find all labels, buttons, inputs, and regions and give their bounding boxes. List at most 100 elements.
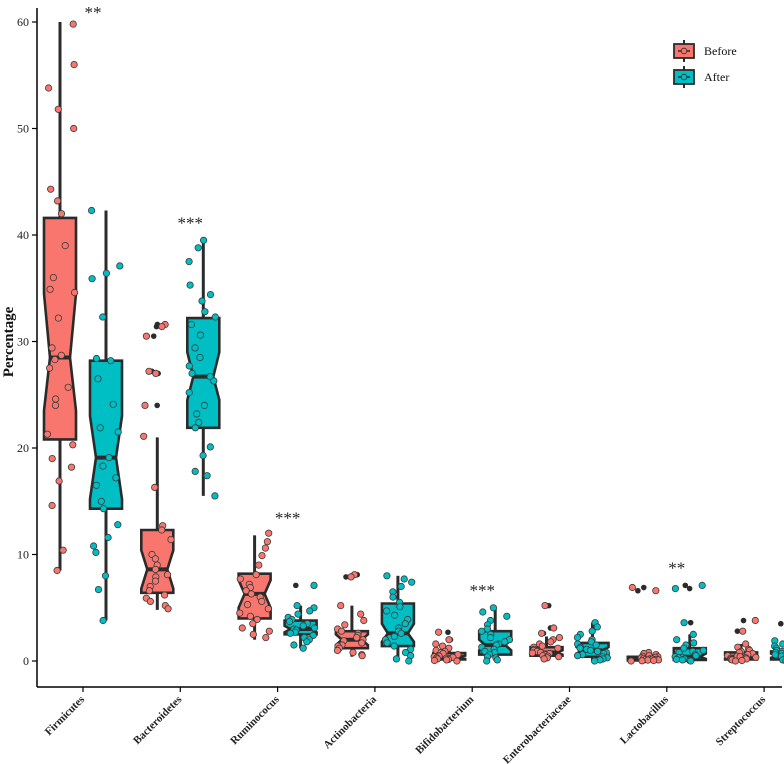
data-point <box>390 611 399 619</box>
data-point <box>358 639 366 647</box>
data-point <box>687 657 695 665</box>
x-tick-label: Firmicutes <box>43 693 88 738</box>
data-point <box>99 505 108 513</box>
data-point <box>249 620 257 628</box>
data-point <box>628 583 637 592</box>
data-point <box>445 636 453 644</box>
data-point <box>353 633 361 642</box>
data-point <box>383 572 391 580</box>
data-point <box>242 587 250 595</box>
legend-key-point <box>680 47 688 55</box>
data-point <box>586 646 595 655</box>
data-point <box>401 620 409 628</box>
y-axis-label: Percentage <box>1 306 17 377</box>
data-point <box>206 443 214 451</box>
axes-layer: Percentage <box>1 8 782 688</box>
data-point <box>483 657 491 665</box>
data-point <box>392 655 400 663</box>
x-tick-label: Bifidobacterium <box>413 694 476 757</box>
data-point <box>294 610 302 618</box>
y-tick-label: 40 <box>17 228 29 242</box>
data-point <box>400 575 408 583</box>
data-point <box>555 653 563 661</box>
data-point <box>167 535 175 544</box>
data-point <box>109 400 117 408</box>
data-point <box>61 242 69 250</box>
x-tick-label: Enterobacteriaceae <box>501 694 574 764</box>
data-point <box>731 657 740 665</box>
data-point <box>699 646 707 655</box>
data-point <box>187 320 195 329</box>
legend: Before After <box>673 40 737 88</box>
data-point <box>53 566 61 575</box>
outlier-point <box>635 587 641 594</box>
data-point <box>638 657 646 665</box>
data-point <box>430 656 439 665</box>
data-point <box>194 244 202 252</box>
data-point <box>500 638 509 646</box>
data-point <box>238 624 246 632</box>
data-point <box>593 623 601 631</box>
data-point <box>306 607 314 615</box>
data-point <box>105 453 113 462</box>
data-point <box>264 605 272 613</box>
box-before <box>42 216 78 441</box>
data-point <box>199 451 207 460</box>
data-point <box>198 297 206 305</box>
data-point <box>405 657 413 665</box>
data-point <box>434 628 443 636</box>
data-point <box>151 577 160 585</box>
data-point <box>186 281 194 289</box>
data-point <box>503 612 511 620</box>
data-point <box>185 257 193 266</box>
data-point <box>44 84 53 92</box>
outlier-point <box>682 582 689 589</box>
data-point <box>671 584 680 593</box>
data-point <box>104 533 112 542</box>
data-point <box>51 355 59 364</box>
data-point <box>70 60 78 69</box>
data-point <box>547 638 555 646</box>
data-point <box>151 483 159 491</box>
data-point <box>779 640 784 648</box>
data-point <box>672 655 681 664</box>
data-point <box>151 555 159 563</box>
data-point <box>453 657 461 665</box>
data-point <box>161 591 169 599</box>
data-point <box>196 331 204 339</box>
data-point <box>54 105 62 113</box>
data-point <box>650 656 658 665</box>
data-point <box>357 610 365 618</box>
data-point <box>236 609 244 617</box>
data-point <box>673 636 681 644</box>
data-point <box>88 275 96 283</box>
data-point <box>112 474 120 482</box>
data-point <box>349 648 357 657</box>
data-point <box>196 353 204 362</box>
data-point <box>690 639 698 647</box>
data-point <box>57 210 66 218</box>
data-point <box>408 578 416 586</box>
data-point <box>573 633 582 642</box>
data-point <box>337 627 346 635</box>
legend-key-point <box>680 73 688 81</box>
data-point <box>680 619 688 627</box>
y-tick-label: 0 <box>23 654 29 668</box>
data-point <box>573 652 582 660</box>
data-point <box>258 551 266 560</box>
data-point <box>678 656 687 664</box>
data-point <box>588 627 596 635</box>
data-point <box>249 630 257 639</box>
data-point <box>652 587 660 595</box>
data-point <box>151 565 160 574</box>
y-tick-label: 60 <box>17 15 29 29</box>
data-point <box>70 124 78 133</box>
significance-label: ** <box>668 558 685 577</box>
data-point <box>244 600 252 609</box>
data-point <box>102 269 111 277</box>
data-point <box>389 593 397 601</box>
y-tick-label: 50 <box>17 122 29 136</box>
data-point <box>554 644 562 652</box>
outlier-point <box>740 617 747 624</box>
data-point <box>163 571 172 579</box>
